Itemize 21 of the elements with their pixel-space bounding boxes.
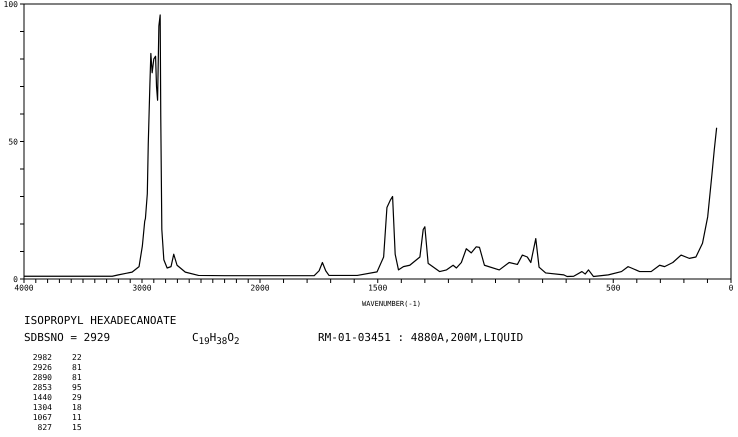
text: 2926 81: [32, 363, 82, 372]
x-tick-label: 3000: [132, 284, 152, 293]
x-tick-label: 500: [606, 284, 621, 293]
x-tick-label: 4000: [14, 284, 34, 293]
x-tick-label: 0: [728, 284, 734, 293]
text: RM-01-03451 : 4880A,200M,LIQUID: [318, 331, 524, 346]
text: 1440 29: [32, 393, 82, 402]
text: 2982 22: [32, 353, 82, 362]
text: 1067 11: [32, 413, 82, 422]
text: C$_{19}$H$_{38}$O$_{2}$: [192, 331, 240, 348]
y-tick-label: 0: [13, 274, 18, 284]
y-tick-label: 50: [8, 137, 18, 146]
x-tick-label: 2000: [250, 284, 270, 293]
text: 1304 18: [32, 403, 82, 412]
text: ISOPROPYL HEXADECANOATE: [24, 314, 176, 327]
text: SDBSNO = 2929: [24, 331, 112, 346]
text: 2853 95: [32, 383, 82, 392]
text: 827 15: [38, 423, 82, 432]
text: 2890 81: [32, 373, 82, 382]
y-tick-label: 100: [4, 0, 18, 9]
x-tick-label: 1500: [368, 284, 388, 293]
